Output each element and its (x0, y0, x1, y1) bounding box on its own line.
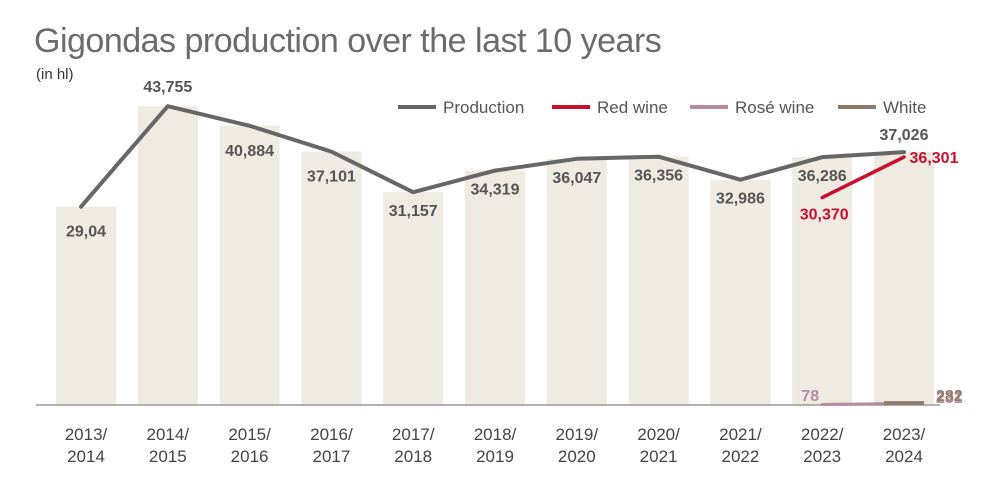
data-label-production-7: 36,356 (634, 168, 683, 185)
category-label-2-0: 2015/ (228, 425, 271, 444)
data-label-production-0: 29,04 (66, 224, 106, 241)
data-label-rose-9: 78 (801, 388, 819, 405)
category-label-3-1: 2017 (312, 447, 350, 466)
bar-0 (56, 206, 116, 405)
data-label-red-9: 30,370 (800, 207, 849, 224)
category-label-5-1: 2019 (476, 447, 514, 466)
bar-9 (792, 157, 853, 405)
legend: Production Red wine Rosé wine White (398, 98, 926, 117)
unit-label: (in hl) (36, 66, 74, 83)
category-label-4-0: 2017/ (392, 425, 435, 444)
legend-label-production: Production (443, 98, 524, 117)
bar-4 (383, 192, 444, 405)
data-label-production-9: 36,286 (798, 168, 847, 185)
data-label-production-4: 31,157 (389, 203, 438, 220)
category-label-5-0: 2018/ (474, 425, 517, 444)
data-label-production-5: 34,319 (471, 182, 520, 199)
data-label-white-10: 282 (936, 388, 963, 405)
category-label-2-1: 2016 (231, 447, 269, 466)
category-label-0-1: 2014 (67, 447, 105, 466)
category-label-4-1: 2018 (394, 447, 432, 466)
series-line-red (820, 155, 906, 200)
bar-10 (874, 152, 934, 405)
category-label-3-0: 2016/ (310, 425, 353, 444)
category-label-6-1: 2020 (558, 447, 596, 466)
category-label-1-0: 2014/ (147, 425, 190, 444)
category-label-6-0: 2019/ (556, 425, 599, 444)
legend-label-white: White (883, 98, 926, 117)
category-label-9-0: 2022/ (801, 425, 844, 444)
category-label-10-1: 2024 (885, 447, 923, 466)
series-lines (79, 104, 924, 406)
data-label-production-8: 32,986 (716, 191, 765, 208)
bar-7 (628, 156, 689, 405)
data-label-production-3: 37,101 (307, 169, 356, 186)
data-label-production-1: 43,755 (143, 79, 192, 96)
category-labels: 2013/2014 2014/2015 2015/2016 2016/2017 2017… (65, 425, 926, 466)
category-label-0-0: 2013/ (65, 425, 108, 444)
series-line-production (79, 104, 906, 209)
data-labels: 29,04 43,755 40,884 37,101 31,157 34,319 36,04… (66, 79, 963, 407)
data-label-production-2: 40,884 (225, 143, 274, 160)
chart-title: Gigondas production over the last 10 yea… (34, 22, 662, 60)
data-label-production-10: 37,026 (880, 127, 929, 144)
bar-2 (219, 125, 280, 405)
bar-5 (465, 170, 525, 405)
data-label-production-6: 36,047 (552, 170, 601, 187)
legend-label-rose: Rosé wine (735, 98, 814, 117)
bar-8 (710, 179, 771, 405)
data-label-rose-10: 231 (936, 390, 963, 407)
bar-1 (137, 106, 198, 405)
category-label-7-1: 2021 (640, 447, 678, 466)
category-label-10-0: 2023/ (883, 425, 926, 444)
category-label-8-0: 2021/ (719, 425, 762, 444)
category-label-1-1: 2015 (149, 447, 187, 466)
bar-6 (546, 158, 607, 405)
bar-group (56, 106, 934, 405)
category-label-9-1: 2023 (803, 447, 841, 466)
data-label-red-10: 36,301 (910, 150, 959, 167)
legend-label-red: Red wine (597, 98, 668, 117)
category-label-8-1: 2022 (721, 447, 759, 466)
bar-3 (301, 151, 362, 405)
category-label-7-0: 2020/ (637, 425, 680, 444)
